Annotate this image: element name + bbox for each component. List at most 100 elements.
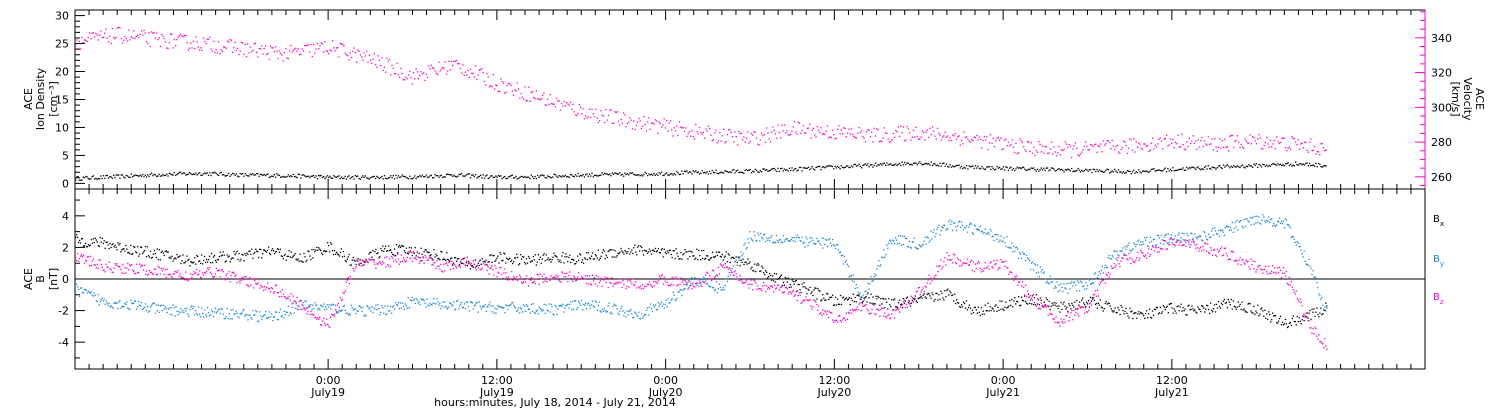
by-point	[1027, 258, 1030, 260]
density-point	[1206, 168, 1208, 170]
bx-point	[977, 306, 979, 308]
by-point	[586, 303, 589, 305]
by-point	[516, 309, 519, 311]
by-point	[800, 240, 802, 243]
density-point	[863, 164, 865, 166]
bx-point	[349, 264, 351, 266]
by-point	[839, 251, 842, 253]
velocity-point	[757, 143, 759, 145]
by-point	[649, 303, 652, 305]
bx-point	[1202, 305, 1204, 308]
velocity-point	[1172, 138, 1174, 141]
velocity-point	[583, 118, 586, 120]
density-point	[950, 166, 953, 168]
bz-point	[360, 265, 362, 267]
bx-point	[808, 289, 810, 291]
bx-point	[759, 270, 761, 273]
bz-point	[198, 273, 200, 275]
bx-point	[1009, 299, 1011, 302]
by-point	[739, 256, 741, 258]
density-point	[795, 168, 797, 170]
velocity-point	[199, 49, 201, 51]
density-point	[392, 175, 394, 177]
by-point	[1315, 277, 1317, 279]
bx-point	[757, 262, 759, 265]
velocity-point	[1090, 144, 1092, 146]
by-point	[645, 309, 648, 311]
by-point	[468, 310, 471, 312]
velocity-point	[407, 74, 410, 76]
bz-point	[249, 276, 251, 279]
bx-point	[512, 262, 514, 265]
velocity-point	[930, 133, 932, 136]
bx-point	[1254, 313, 1256, 315]
density-point	[410, 177, 412, 180]
bx-point	[700, 259, 702, 261]
density-point	[172, 174, 174, 176]
by-point	[147, 311, 150, 313]
bx-point	[285, 259, 287, 261]
by-point	[970, 223, 973, 225]
density-point	[1310, 164, 1312, 167]
density-point	[1243, 166, 1245, 168]
density-point	[438, 176, 440, 179]
by-point	[845, 259, 848, 262]
velocity-point	[255, 51, 258, 53]
bx-point	[712, 256, 715, 258]
by-point	[967, 226, 970, 228]
bx-point	[1049, 308, 1051, 311]
bx-point	[1149, 316, 1152, 319]
bx-point	[857, 294, 859, 296]
velocity-point	[133, 30, 135, 32]
density-point	[501, 177, 503, 180]
bx-point	[187, 259, 189, 261]
by-point	[346, 312, 348, 314]
bx-point	[1185, 313, 1187, 316]
bx-point	[656, 250, 659, 252]
velocity-point	[864, 141, 867, 143]
by-point	[689, 280, 691, 282]
velocity-point	[1226, 146, 1229, 148]
by-point	[1193, 242, 1195, 244]
by-point	[822, 247, 824, 249]
by-point	[670, 299, 672, 301]
bz-point	[428, 257, 430, 260]
density-point	[1316, 166, 1318, 168]
by-point	[506, 305, 508, 307]
top-density-series	[75, 161, 1327, 181]
by-point	[243, 308, 245, 311]
bx-point	[100, 241, 102, 243]
bx-point	[247, 253, 249, 256]
bx-point	[1103, 307, 1105, 310]
bx-point	[647, 251, 650, 253]
by-point	[1207, 239, 1209, 241]
density-point	[183, 172, 186, 174]
bx-point	[160, 251, 162, 253]
bx-point	[867, 292, 869, 294]
density-point	[288, 175, 291, 178]
velocity-point	[991, 142, 993, 144]
bz-point	[127, 262, 129, 265]
bz-point	[369, 259, 371, 261]
bx-point	[953, 300, 955, 302]
velocity-point	[405, 76, 407, 78]
velocity-point	[235, 49, 238, 52]
density-point	[686, 170, 688, 172]
by-point	[203, 309, 206, 311]
density-point	[497, 174, 500, 177]
bx-point	[394, 254, 397, 257]
by-point	[1319, 295, 1321, 297]
bx-point	[487, 261, 489, 263]
by-point	[1162, 243, 1165, 245]
bx-point	[271, 248, 274, 250]
bx-point	[979, 314, 981, 317]
by-point	[920, 246, 922, 248]
bz-point	[396, 253, 399, 255]
density-point	[309, 176, 311, 179]
bx-point	[910, 302, 913, 304]
velocity-point	[1092, 145, 1094, 148]
density-point	[204, 172, 206, 174]
velocity-point	[968, 140, 970, 142]
velocity-point	[516, 82, 519, 84]
by-point	[674, 299, 676, 301]
